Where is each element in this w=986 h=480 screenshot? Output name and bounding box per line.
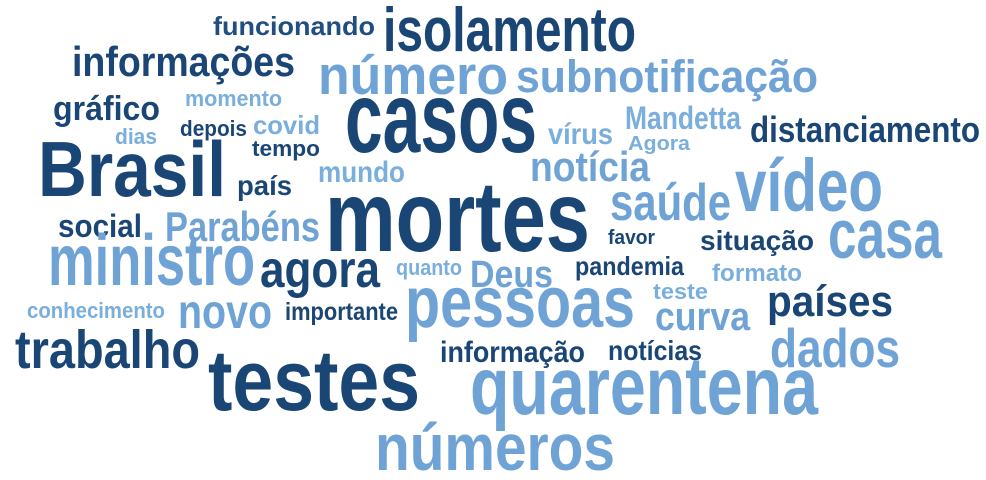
word: notícia [530, 143, 651, 190]
word: casos [345, 62, 537, 174]
word: números [375, 410, 615, 480]
word: distanciamento [750, 109, 980, 150]
word: importante [285, 298, 398, 326]
word: quarentena [470, 341, 819, 432]
word: Mandetta [625, 100, 741, 136]
word: Brasil [38, 125, 226, 213]
word: formato [712, 260, 802, 287]
word: pandemia [575, 251, 684, 281]
word: quanto [396, 255, 462, 280]
word: social [58, 208, 142, 244]
word: Agora [628, 133, 691, 155]
word: mortes [325, 161, 590, 273]
word: testes [208, 333, 420, 429]
word: trabalho [15, 320, 200, 380]
word: funcionando [213, 11, 375, 41]
word: covid [253, 110, 320, 140]
word: país [237, 170, 292, 201]
word: depois [180, 116, 247, 141]
word: pessoas [405, 263, 635, 343]
word: curva [655, 295, 751, 339]
word: saúde [610, 174, 731, 232]
word: países [767, 277, 893, 326]
word: vírus [548, 118, 613, 151]
word: notícias [608, 335, 702, 366]
word: mundo [318, 156, 405, 189]
word: informações [72, 38, 295, 85]
word: subnotificação [516, 51, 818, 102]
word: dados [770, 317, 900, 379]
word: gráfico [53, 90, 160, 128]
word: dias [115, 124, 157, 149]
word: ministro [48, 221, 255, 301]
word: número [318, 44, 508, 106]
word: teste [653, 279, 708, 304]
word: agora [260, 241, 381, 299]
word: Parabéns [165, 203, 320, 250]
word: isolamento [383, 0, 636, 65]
word: favor [608, 227, 655, 249]
word: conhecimento [27, 298, 165, 323]
word: Deus [470, 254, 553, 296]
word: situação [700, 225, 814, 256]
word: momento [185, 86, 282, 111]
word: novo [178, 286, 272, 339]
word: vídeo [735, 144, 883, 227]
word: tempo [252, 136, 320, 161]
word: informação [440, 336, 585, 369]
word: casa [828, 195, 943, 273]
